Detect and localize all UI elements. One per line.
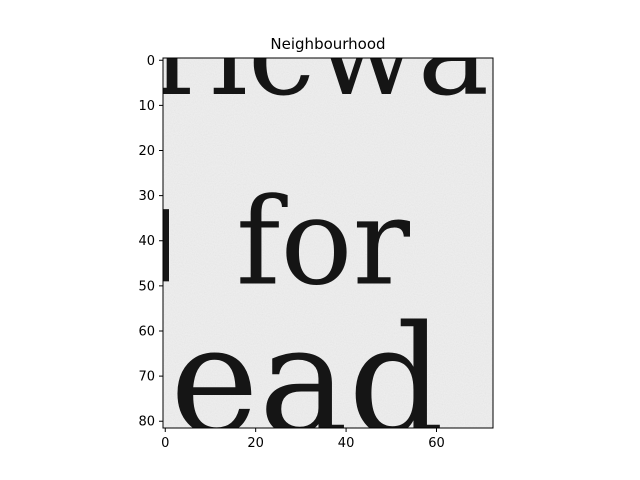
x-axis: 0 20 40 60: [161, 428, 445, 451]
y-tick-label: 20: [138, 144, 155, 159]
chart-title: Neighbourhood: [270, 35, 385, 53]
image-text-line: ead: [170, 295, 444, 469]
y-tick-label: 40: [138, 234, 155, 249]
y-tick-label: 60: [138, 324, 155, 339]
y-tick-label: 70: [138, 370, 155, 385]
y-tick-label: 30: [138, 189, 155, 204]
y-tick-label: 0: [147, 54, 155, 69]
plot-frame: [162, 57, 494, 429]
y-axis: 0 10 20 30 40 50 60 70 80: [138, 54, 163, 430]
x-tick-label: 40: [338, 436, 355, 451]
y-tick-label: 10: [138, 99, 155, 114]
image-glyph-fragment: [163, 209, 169, 282]
x-tick-label: 20: [247, 436, 264, 451]
image-text-line: for: [236, 174, 411, 313]
image-text-line: ricwa: [152, 0, 489, 123]
x-tick-label: 60: [428, 436, 445, 451]
image-background: [163, 58, 493, 428]
y-tick-label: 50: [138, 279, 155, 294]
y-tick-label: 80: [138, 415, 155, 430]
x-tick-label: 0: [161, 436, 169, 451]
